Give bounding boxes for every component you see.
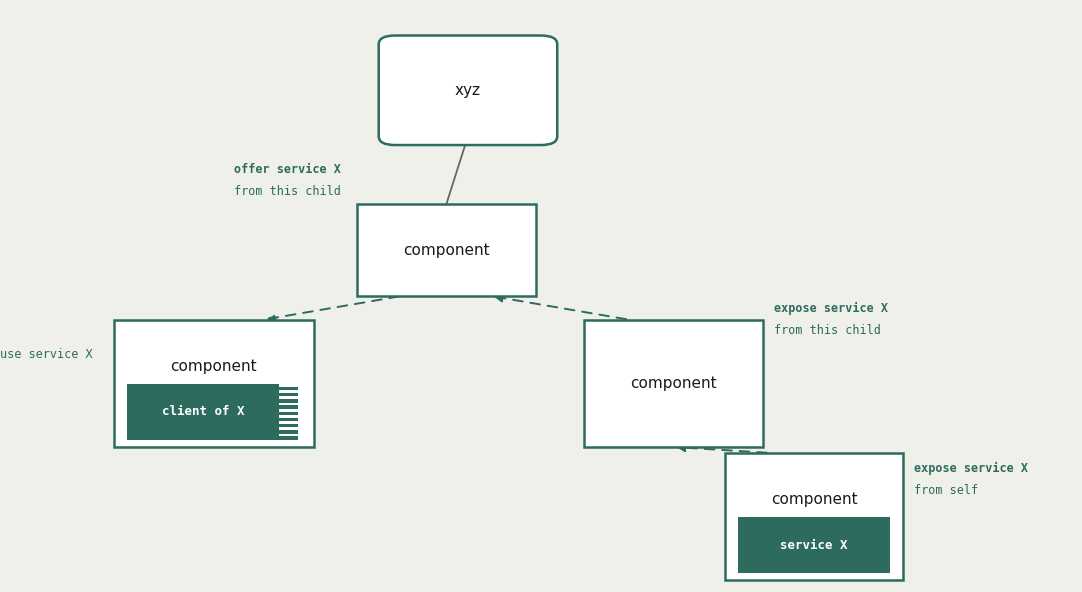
FancyBboxPatch shape [279, 399, 298, 403]
Text: service X: service X [780, 539, 848, 552]
FancyBboxPatch shape [725, 453, 903, 580]
FancyBboxPatch shape [279, 411, 298, 415]
FancyBboxPatch shape [584, 320, 763, 447]
Text: component: component [170, 359, 258, 374]
Text: from self: from self [914, 484, 978, 497]
Text: component: component [630, 376, 717, 391]
Text: from this child: from this child [234, 185, 341, 198]
Text: xyz: xyz [454, 83, 481, 98]
Text: from this child: from this child [774, 324, 881, 337]
FancyBboxPatch shape [279, 418, 298, 421]
FancyBboxPatch shape [279, 387, 298, 390]
FancyBboxPatch shape [279, 393, 298, 396]
Text: component: component [770, 492, 858, 507]
FancyBboxPatch shape [279, 436, 298, 440]
FancyBboxPatch shape [379, 36, 557, 145]
Text: client of X: client of X [161, 406, 245, 419]
Text: use service X: use service X [0, 348, 93, 361]
Text: offer service X: offer service X [234, 163, 341, 176]
Text: expose service X: expose service X [774, 302, 887, 315]
Text: component: component [403, 243, 490, 258]
FancyBboxPatch shape [357, 204, 536, 296]
FancyBboxPatch shape [279, 406, 298, 408]
FancyBboxPatch shape [279, 430, 298, 433]
FancyBboxPatch shape [738, 517, 890, 573]
Text: expose service X: expose service X [914, 462, 1028, 475]
FancyBboxPatch shape [279, 424, 298, 427]
FancyBboxPatch shape [114, 320, 314, 447]
FancyBboxPatch shape [127, 384, 279, 440]
